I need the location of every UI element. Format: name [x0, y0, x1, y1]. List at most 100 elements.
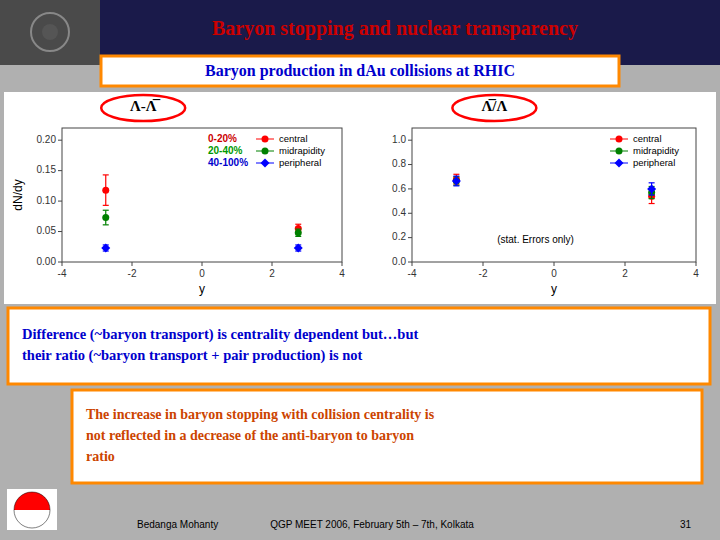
marker — [616, 148, 623, 155]
y-tick-label: 0.10 — [37, 195, 57, 206]
marker — [616, 136, 623, 143]
y-tick-label: 0.6 — [392, 183, 406, 194]
subtitle-box — [101, 56, 619, 86]
logo-bottom — [14, 510, 50, 528]
marker — [101, 243, 110, 252]
annotation: 20-40% — [208, 145, 243, 156]
marker — [262, 136, 269, 143]
x-tick-label: 2 — [269, 268, 275, 279]
y-tick-label: 0.05 — [37, 225, 57, 236]
logo-ring — [14, 492, 50, 528]
text-box — [8, 308, 710, 384]
y-tick — [58, 170, 62, 171]
x-tick — [625, 262, 626, 266]
x-tick-label: -4 — [408, 268, 417, 279]
legend-label: peripheral — [279, 157, 321, 168]
marker — [294, 243, 303, 252]
marks — [452, 174, 656, 203]
y-tick-label: 0.0 — [392, 256, 406, 267]
x-tick-label: -2 — [128, 268, 137, 279]
marker — [615, 159, 624, 168]
text-line: not reflected in a decrease of the anti-… — [86, 428, 414, 443]
y-tick-label: 1.0 — [392, 134, 406, 145]
error-cap — [103, 224, 109, 225]
error-bar — [103, 210, 109, 225]
legend: centralmidrapidityperipheral — [256, 133, 325, 168]
error-cap — [103, 210, 109, 211]
subtitle: Baryon production in dAu collisions at R… — [205, 62, 515, 80]
text-box — [72, 390, 702, 483]
error-cap — [649, 194, 655, 195]
y-tick-label: 0.15 — [37, 164, 57, 175]
x-tick — [483, 262, 484, 266]
x-tick — [62, 262, 63, 266]
legend-label: midrapidity — [633, 145, 679, 156]
marker — [102, 187, 109, 194]
slide: Baryon stopping and nuclear transparency… — [0, 0, 720, 540]
plots-background — [4, 92, 716, 304]
plot-frame — [62, 128, 342, 262]
y-tick — [408, 140, 412, 141]
marker — [262, 148, 269, 155]
y-tick — [408, 188, 412, 189]
title: Baryon stopping and nuclear transparency — [212, 17, 578, 40]
y-tick — [408, 262, 412, 263]
image-ring — [31, 13, 69, 51]
marker — [295, 229, 302, 236]
marker — [261, 159, 270, 168]
annotation: 40-100% — [208, 157, 248, 168]
chart-title: Λ̅/Λ — [482, 98, 508, 114]
error-cap — [649, 203, 655, 204]
marker — [647, 184, 656, 193]
y-tick — [58, 231, 62, 232]
x-tick-label: 4 — [693, 268, 699, 279]
x-tick-label: 0 — [551, 268, 557, 279]
text-line: The increase in baryon stopping with col… — [86, 407, 435, 422]
x-tick-label: 4 — [339, 268, 345, 279]
chart: -4-20240.000.050.100.150.20ydN/dyΛ-Λ̅cen… — [11, 95, 345, 296]
y-tick — [408, 237, 412, 238]
slide-background — [0, 0, 720, 540]
legend-label: central — [279, 133, 308, 144]
y-tick — [58, 262, 62, 263]
y-tick-label: 0.2 — [392, 231, 406, 242]
chart-title: Λ-Λ̅ — [130, 98, 160, 114]
x-tick — [412, 262, 413, 266]
text-box-text: Difference (~baryon transport) is centra… — [22, 326, 419, 364]
x-tick-label: -4 — [58, 268, 67, 279]
marks — [101, 175, 303, 253]
marker — [102, 214, 109, 221]
marker — [453, 177, 460, 184]
error-cap — [295, 224, 301, 225]
y-tick — [408, 213, 412, 214]
legend: centralmidrapidityperipheral — [610, 133, 679, 168]
error-cap — [649, 182, 655, 183]
error-cap — [103, 205, 109, 206]
error-bar — [103, 175, 109, 205]
x-tick — [696, 262, 697, 266]
annotation: 0-20% — [208, 133, 237, 144]
image-box — [0, 0, 100, 65]
logo-box — [7, 489, 57, 530]
x-axis-label: y — [199, 282, 205, 296]
x-tick-label: 0 — [199, 268, 205, 279]
image-core — [42, 24, 58, 40]
error-bar — [295, 229, 301, 236]
logo-top — [14, 492, 50, 510]
x-tick-label: 2 — [622, 268, 628, 279]
error-cap — [103, 174, 109, 175]
y-tick-label: 0.8 — [392, 158, 406, 169]
x-tick-label: -2 — [479, 268, 488, 279]
legend-label: central — [633, 133, 662, 144]
x-tick — [202, 262, 203, 266]
text-line: ratio — [86, 449, 115, 464]
y-tick-label: 0.20 — [37, 134, 57, 145]
y-tick — [58, 201, 62, 202]
x-tick — [272, 262, 273, 266]
error-cap — [453, 174, 459, 175]
text-line: Difference (~baryon transport) is centra… — [22, 326, 419, 343]
error-cap — [649, 198, 655, 199]
marker — [452, 176, 461, 185]
x-tick — [342, 262, 343, 266]
title-oval — [452, 95, 536, 121]
